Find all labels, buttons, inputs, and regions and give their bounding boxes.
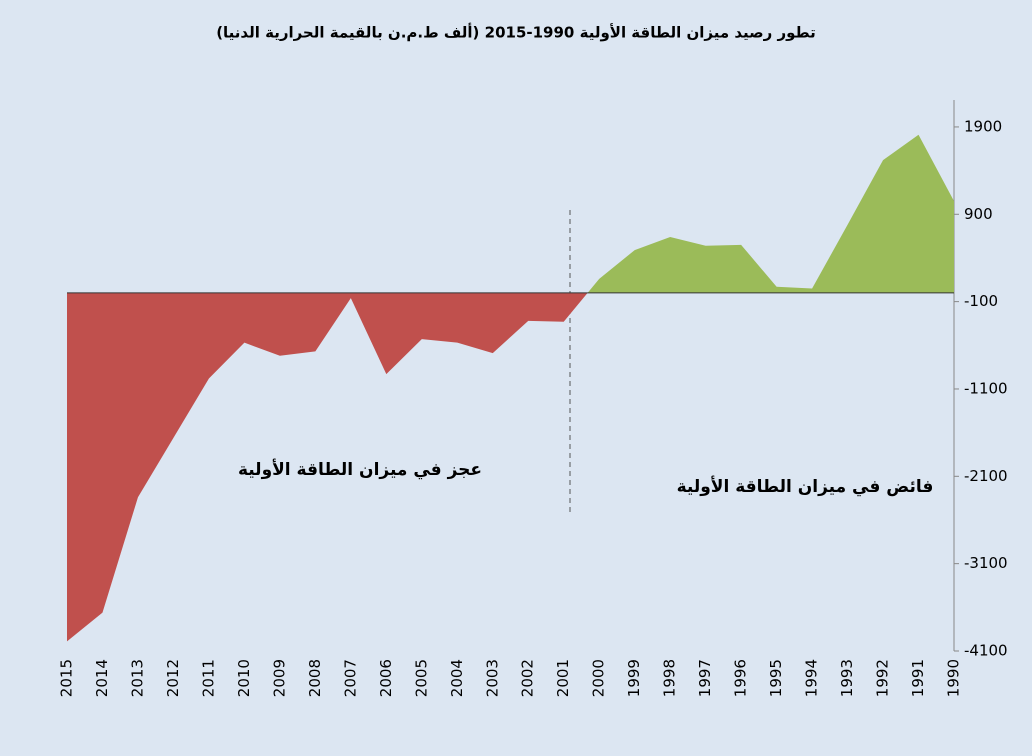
x-tick-label: 2011 xyxy=(199,659,217,697)
x-tick-label: 2007 xyxy=(341,659,359,697)
x-tick-label: 1996 xyxy=(732,659,750,697)
x-tick-label: 2005 xyxy=(412,659,430,697)
x-tick-label: 2015 xyxy=(58,659,76,697)
x-tick-label: 1998 xyxy=(661,659,679,697)
x-tick-label: 2009 xyxy=(270,659,288,697)
area xyxy=(67,134,954,642)
y-tick-label: -1100 xyxy=(964,379,1008,397)
y-tick-label: 1900 xyxy=(964,117,1002,135)
x-tick-label: 2006 xyxy=(377,659,395,697)
y-tick-label: 900 xyxy=(964,205,993,223)
y-tick-label: -4100 xyxy=(964,642,1008,660)
x-tick-label: 2001 xyxy=(554,659,572,697)
x-tick-label: 1995 xyxy=(767,659,785,697)
x-tick-label: 1999 xyxy=(625,659,643,697)
x-tick-label: 2000 xyxy=(590,659,608,697)
x-tick-label: 2003 xyxy=(483,659,501,697)
x-tick-label: 1990 xyxy=(945,659,963,697)
x-tick-label: 1997 xyxy=(696,659,714,697)
x-tick-label: 2004 xyxy=(448,659,466,697)
annotation: فائض في ميزان الطاقة الأولية xyxy=(677,476,934,497)
chart-title: تطور رصيد ميزان الطاقة الأولية 1990-2015… xyxy=(216,23,816,42)
x-tick-label: 2013 xyxy=(128,659,146,697)
x-tick-label: 2002 xyxy=(519,659,537,697)
y-tick-label: -3100 xyxy=(964,554,1008,572)
y-tick-label: -100 xyxy=(964,292,998,310)
x-tick-label: 1994 xyxy=(803,659,821,697)
x-tick-label: 1991 xyxy=(909,659,927,697)
x-tick-label: 2010 xyxy=(235,659,253,697)
y-tick-label: -2100 xyxy=(964,467,1008,485)
x-tick-label: 2014 xyxy=(93,659,111,697)
x-tick-label: 2012 xyxy=(164,659,182,697)
x-tick-label: 1992 xyxy=(874,659,892,697)
x-tick-label: 1993 xyxy=(838,659,856,697)
x-tick-label: 2008 xyxy=(306,659,324,697)
annotation: عجز في ميزان الطاقة الأولية xyxy=(238,459,482,480)
